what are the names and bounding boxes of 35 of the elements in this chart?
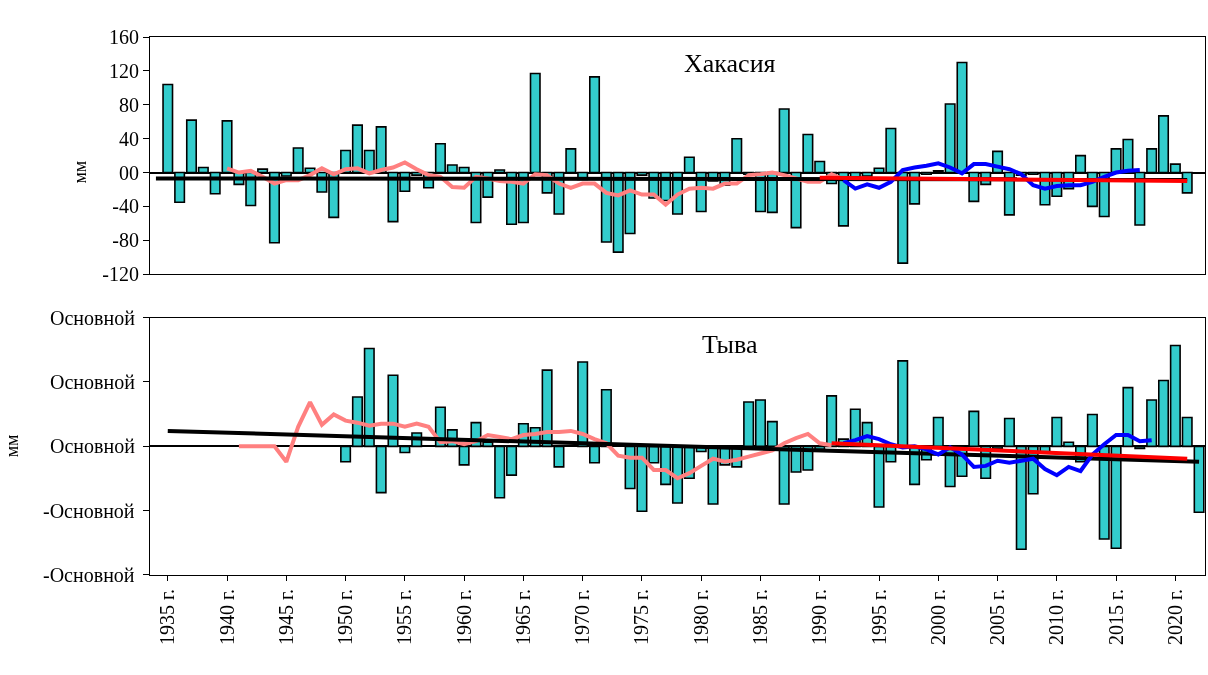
y-axis-title: мм — [1, 434, 22, 458]
y-tick-label: 40 — [119, 127, 139, 150]
x-tick-label: 1940 г. — [215, 589, 238, 645]
x-tick-label: 2000 г. — [926, 589, 949, 645]
y-tick-label: 00 — [119, 161, 139, 184]
y-tick-label: -80 — [112, 229, 139, 252]
y-tick-label: -40 — [112, 195, 139, 218]
y-tick-label: -120 — [102, 263, 139, 286]
x-tick-label: 1935 г. — [156, 589, 179, 645]
text: Основной — [50, 371, 136, 393]
text: Основной — [50, 307, 136, 329]
x-tick-label: 1945 г. — [274, 589, 297, 645]
x-tick-label: 2020 г. — [1163, 589, 1186, 645]
x-tick-label: 1985 г. — [748, 589, 771, 645]
x-tick-label: 1975 г. — [630, 589, 653, 645]
text: -Основной — [43, 500, 135, 522]
x-tick-label: 1980 г. — [689, 589, 712, 645]
text: Основной — [50, 435, 136, 457]
y-tick-label: 80 — [119, 93, 139, 116]
x-tick-label: 1970 г. — [571, 589, 594, 645]
x-tick-label: 2010 г. — [1045, 589, 1068, 645]
x-tick-label: 1990 г. — [808, 589, 831, 645]
x-tick-label: 1960 г. — [452, 589, 475, 645]
x-tick-label: 1950 г. — [334, 589, 357, 645]
y-tick-label: 120 — [109, 59, 139, 82]
x-tick-label: 2005 г. — [986, 589, 1009, 645]
x-tick-label: 2015 г. — [1104, 589, 1127, 645]
x-tick-label: 1955 г. — [393, 589, 416, 645]
text: Хакасия — [684, 49, 776, 78]
text: -Основной — [43, 564, 135, 586]
x-tick-label: 1965 г. — [511, 589, 534, 645]
chart-title: Тыва — [702, 330, 758, 359]
y-tick-label: 160 — [109, 26, 139, 49]
x-tick-label: 1995 г. — [867, 589, 890, 645]
y-axis-title: мм — [70, 160, 91, 184]
